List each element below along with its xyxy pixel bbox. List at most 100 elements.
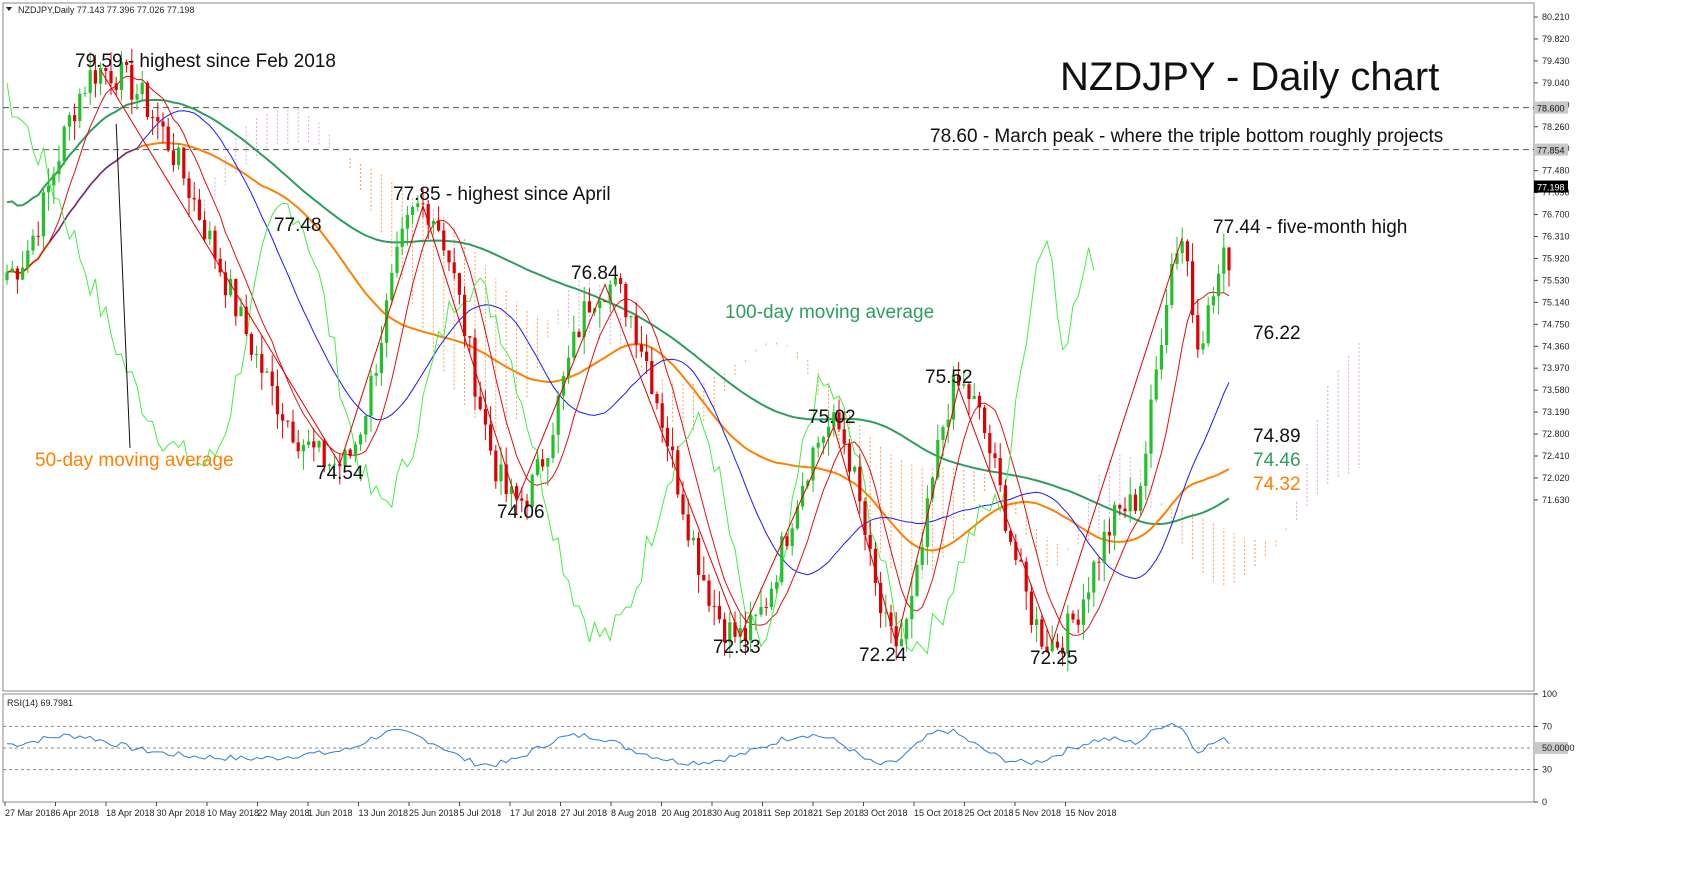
x-tick-label: 27 Jul 2018 — [561, 808, 608, 818]
collapse-triangle-icon[interactable] — [6, 7, 12, 11]
candle-body — [353, 444, 357, 456]
candle-body — [613, 278, 617, 285]
candle-body — [390, 272, 394, 301]
y-tick-label: 74.360 — [1542, 341, 1570, 351]
candle-body — [785, 536, 789, 547]
x-tick-label: 15 Oct 2018 — [914, 808, 963, 818]
candle-body — [546, 458, 550, 467]
rsi-level-box — [1534, 742, 1568, 754]
candle-body — [665, 427, 669, 447]
candle-body — [281, 414, 285, 421]
candle-body — [1123, 508, 1127, 512]
candle-body — [998, 458, 1002, 486]
candle-body — [847, 443, 851, 472]
candle-body — [884, 612, 888, 614]
candle-body — [707, 580, 711, 606]
candle-body — [1092, 561, 1096, 593]
annotation-74-06: 74.06 — [497, 502, 545, 523]
ichimoku-cloud — [193, 108, 1360, 586]
x-tick-label: 22 May 2018 — [258, 808, 310, 818]
annotation-ma100: 100-day moving average — [725, 302, 934, 323]
candle-body — [301, 445, 305, 452]
annotation-ma50: 50-day moving average — [35, 450, 234, 471]
candle-body — [218, 258, 222, 273]
x-tick-label: 17 Jul 2018 — [510, 808, 557, 818]
candle-body — [1165, 304, 1169, 346]
candle-body — [873, 548, 877, 583]
candle-body — [322, 440, 326, 467]
candle-body — [10, 268, 14, 273]
annotation-74-89: 74.89 — [1253, 426, 1301, 447]
annotation-74-32: 74.32 — [1253, 474, 1301, 495]
y-tick-label: 78.260 — [1542, 122, 1570, 132]
candle-body — [468, 336, 472, 338]
candle-body — [837, 412, 841, 430]
candle-body — [239, 306, 243, 317]
price-label: 77.854 — [1537, 146, 1565, 156]
x-tick-label: 6 Apr 2018 — [56, 808, 100, 818]
zigzag-path — [100, 69, 1183, 646]
annotation-77-44: 77.44 - five-month high — [1213, 217, 1407, 238]
y-tick-label: 75.920 — [1542, 253, 1570, 263]
x-tick-label: 21 Sep 2018 — [813, 808, 864, 818]
candle-body — [203, 219, 207, 240]
candle-body — [556, 395, 560, 435]
candle-body — [946, 419, 950, 428]
candle-body — [941, 427, 945, 440]
candle-body — [624, 283, 628, 318]
candle-body — [525, 500, 529, 508]
candle-body — [359, 434, 363, 445]
x-tick-label: 20 Aug 2018 — [662, 808, 713, 818]
candle-body — [567, 357, 571, 377]
candle-body — [535, 459, 539, 475]
x-tick-label: 30 Apr 2018 — [157, 808, 206, 818]
candle-body — [879, 582, 883, 614]
candle-body — [109, 70, 113, 84]
candle-body — [447, 250, 451, 263]
candle-body — [915, 564, 919, 596]
candle-body — [733, 622, 737, 637]
candle-body — [1076, 619, 1080, 625]
candle-body — [1133, 494, 1137, 511]
candle-body — [93, 70, 97, 84]
candle-body — [806, 480, 810, 486]
candle-body — [749, 614, 753, 641]
candle-body — [795, 506, 799, 529]
candle-body — [1045, 646, 1049, 652]
candle-body — [1081, 599, 1085, 625]
y-tick-label: 75.140 — [1542, 297, 1570, 307]
candle-body — [1055, 641, 1059, 648]
candle-body — [1217, 273, 1221, 297]
rsi-info: RSI(14) 69.7981 — [7, 698, 73, 708]
x-tick-label: 3 Oct 2018 — [864, 808, 908, 818]
candle-body — [520, 498, 524, 501]
candle-body — [889, 612, 893, 627]
candle-body — [853, 466, 857, 472]
candle-body — [379, 342, 383, 374]
candle-body — [395, 246, 399, 273]
candle-body — [478, 396, 482, 410]
candle-body — [541, 459, 545, 467]
y-tick-label: 79.430 — [1542, 56, 1570, 66]
price-label: 78.600 — [1537, 104, 1565, 114]
candle-body — [385, 300, 389, 343]
price-label-box — [1534, 180, 1568, 193]
candle-body — [333, 463, 337, 465]
annotation-76-22: 76.22 — [1253, 323, 1301, 344]
x-tick-label: 30 Aug 2018 — [712, 808, 763, 818]
candle-body — [769, 588, 773, 608]
annotation-77-48: 77.48 — [274, 215, 322, 236]
candle-body — [1170, 263, 1174, 305]
x-tick-label: 13 Jun 2018 — [359, 808, 409, 818]
candle-body — [192, 197, 196, 200]
candle-body — [62, 126, 66, 162]
candle-body — [1014, 541, 1018, 560]
candle-body — [572, 331, 576, 358]
candle-body — [296, 442, 300, 452]
candle-body — [166, 126, 170, 151]
candle-body — [712, 605, 716, 607]
candle-body — [686, 514, 690, 541]
candle-body — [416, 203, 420, 207]
candle-body — [421, 203, 425, 205]
candle-body — [1024, 561, 1028, 592]
